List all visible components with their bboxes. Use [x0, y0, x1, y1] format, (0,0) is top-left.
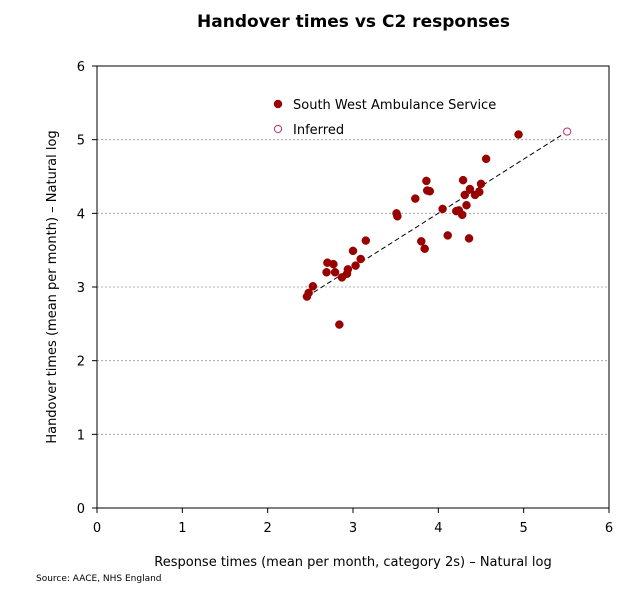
data-point — [475, 187, 484, 197]
inferred-point — [563, 127, 572, 136]
data-point — [425, 186, 435, 196]
data-point — [322, 268, 331, 277]
y-tick-label: 6 — [77, 60, 85, 75]
data-point — [458, 175, 468, 185]
data-point — [304, 288, 313, 298]
gridlines — [97, 139, 609, 435]
legend-marker — [273, 124, 283, 134]
y-tick-label: 2 — [77, 355, 85, 370]
data-point — [514, 130, 523, 139]
data-point — [465, 184, 475, 194]
x-tick-label: 1 — [178, 521, 186, 536]
legend-label: Inferred — [293, 123, 344, 138]
data-point — [308, 282, 318, 291]
data-point — [443, 231, 452, 240]
y-tick-label: 0 — [77, 502, 85, 517]
data-point — [329, 259, 338, 269]
data-point — [481, 154, 491, 164]
legend: South West Ambulance Service Inferred — [273, 98, 496, 138]
data-point — [335, 320, 344, 329]
y-tick-label: 1 — [77, 428, 85, 443]
x-tick-label: 3 — [349, 521, 357, 536]
y-axis-label: Handover times (mean per month) – Natura… — [45, 130, 60, 443]
legend-label: South West Ambulance Service — [293, 98, 496, 113]
data-point — [330, 268, 340, 277]
data-point — [361, 236, 371, 245]
data-point — [393, 212, 402, 221]
y-tick-label: 4 — [77, 207, 85, 222]
data-point — [438, 204, 447, 214]
chart-title: Handover times vs C2 responses — [197, 12, 510, 32]
data-point — [356, 254, 365, 264]
data-point — [422, 176, 431, 186]
data-points — [302, 127, 572, 329]
data-point — [348, 246, 358, 256]
source-note: Source: AACE, NHS England — [36, 574, 162, 584]
data-point — [462, 200, 471, 210]
x-tick-label: 6 — [605, 521, 613, 536]
legend-marker — [273, 99, 283, 109]
x-axis-label: Response times (mean per month, category… — [154, 555, 551, 570]
y-axis-ticks: 0 1 2 3 4 5 6 — [77, 60, 97, 517]
data-point — [460, 190, 470, 200]
data-point — [343, 265, 353, 274]
data-point — [464, 234, 474, 243]
x-tick-label: 5 — [520, 521, 528, 536]
data-point — [351, 261, 360, 270]
data-point — [417, 237, 426, 246]
x-tick-label: 4 — [434, 521, 442, 536]
data-point — [457, 210, 467, 220]
x-axis-ticks: 0 1 2 3 4 5 6 — [93, 508, 613, 536]
y-tick-label: 5 — [77, 134, 85, 149]
y-tick-label: 3 — [77, 281, 85, 296]
data-point — [411, 194, 420, 203]
data-point — [476, 179, 486, 189]
data-point — [420, 244, 429, 253]
x-tick-label: 0 — [93, 521, 101, 536]
x-tick-label: 2 — [264, 521, 272, 536]
